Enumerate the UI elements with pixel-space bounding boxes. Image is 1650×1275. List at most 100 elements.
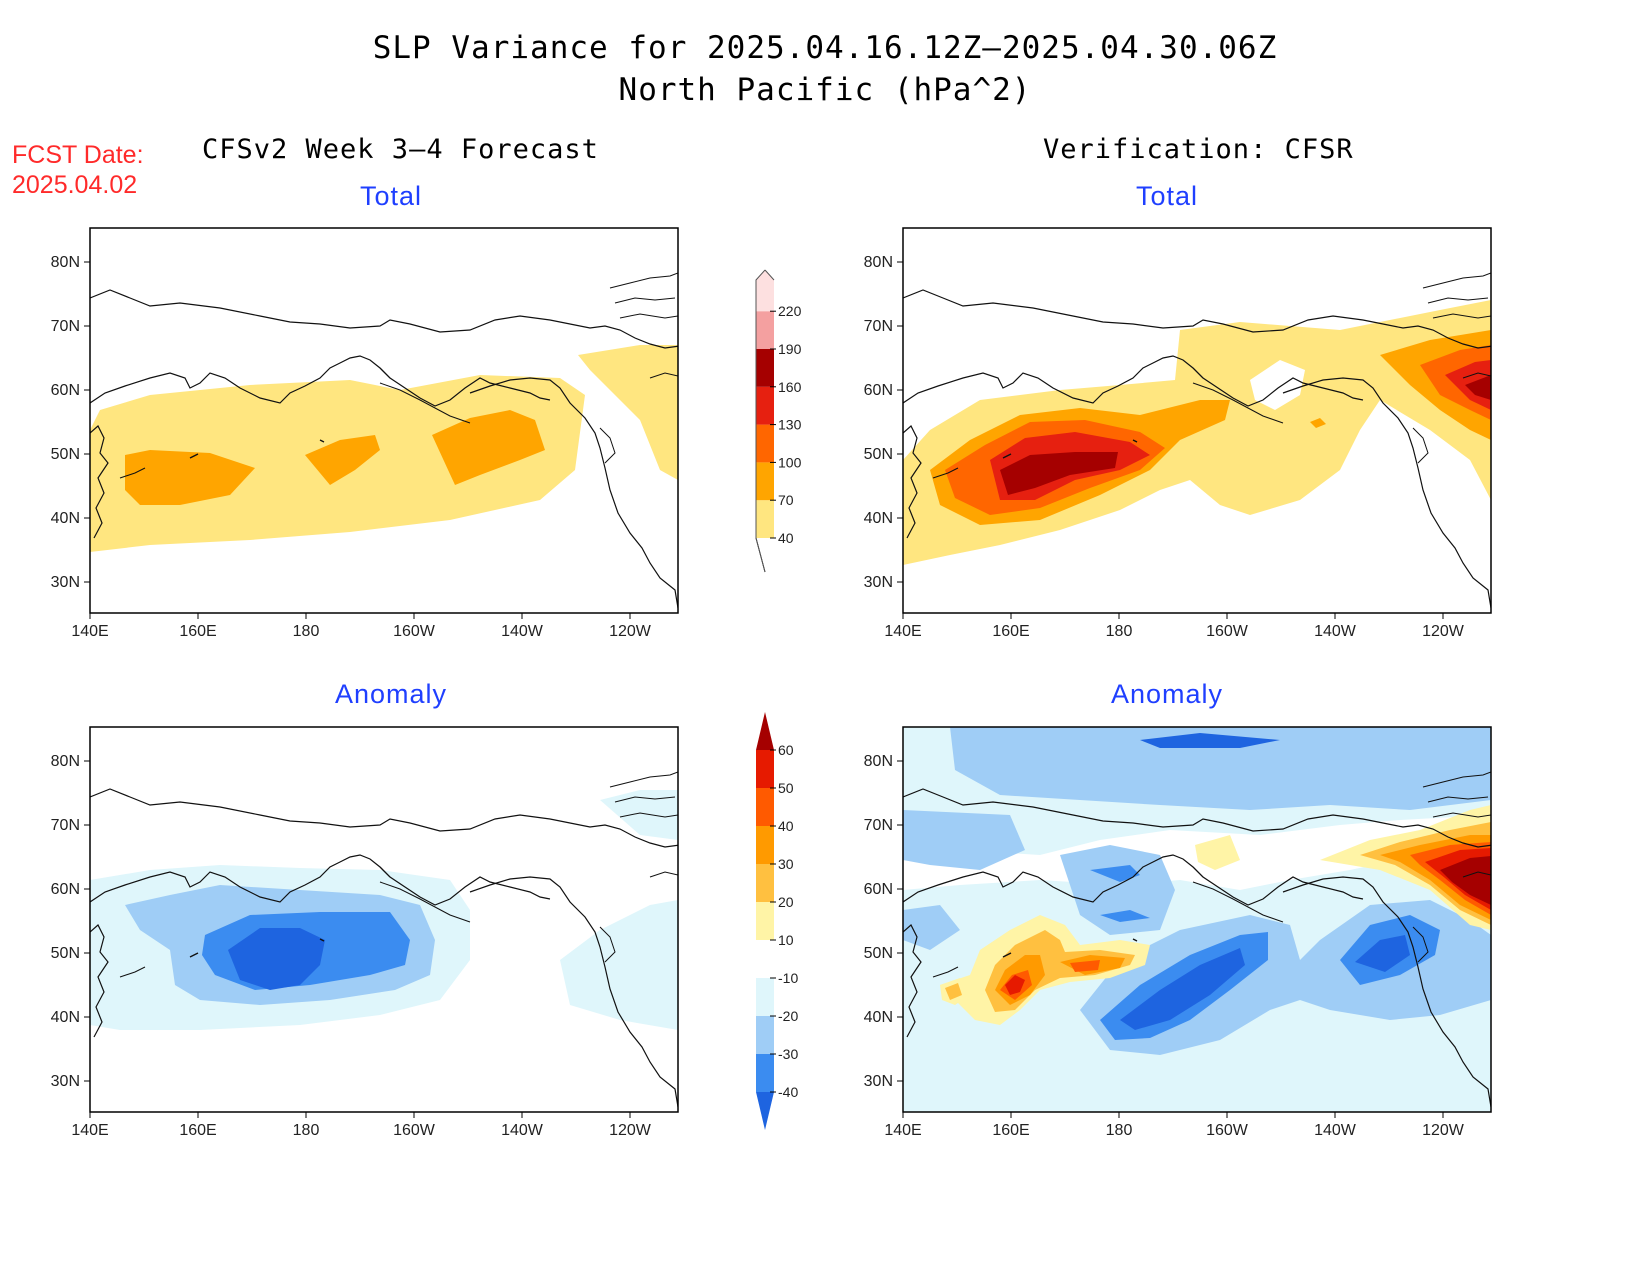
colorbar-anomaly-top-tip <box>756 712 774 750</box>
title-line-2: North Pacific (hPa^2) <box>618 72 1032 108</box>
contour-minus30-mid <box>1090 865 1140 882</box>
contour-minus30-mid2 <box>1100 910 1150 922</box>
colorbar-anomaly: -40 -30 -20 -10 10 20 30 40 50 60 <box>756 712 798 1130</box>
lon-tick-label: 140E <box>884 1122 921 1139</box>
contour-minus20-west <box>903 810 1025 870</box>
contour-160 <box>1000 452 1118 495</box>
axes-layer: 80N 70N 60N 50N 40N 30N 140E 160E 180 160W 140W 120… <box>51 254 1465 1139</box>
colorbar-total-swatch <box>756 424 774 463</box>
contour-70-c <box>432 410 545 485</box>
contour-20-sw <box>945 983 962 1000</box>
lon-tick-label: 160E <box>179 623 216 640</box>
fcst-date-block: FCST Date: 2025.04.02 <box>12 140 144 200</box>
lon-tick-label: 160E <box>179 1122 216 1139</box>
lon-tick-label: 160W <box>393 623 436 640</box>
lon-tick-label: 140W <box>501 1122 544 1139</box>
lat-tick-label: 40N <box>864 510 893 527</box>
lat-tick-label: 30N <box>864 1073 893 1090</box>
lat-tick-label: 60N <box>864 382 893 399</box>
colorbar-anomaly-label: 60 <box>778 742 794 758</box>
lat-tick-label: 80N <box>864 753 893 770</box>
lon-tick-label: 120W <box>609 623 652 640</box>
fcst-date-value: 2025.04.02 <box>12 171 138 199</box>
colorbar-total-swatch <box>756 280 774 312</box>
contour-70-b <box>305 435 380 485</box>
colorbar-total-label: 130 <box>778 417 802 433</box>
right-column-heading: Verification: CFSR <box>1043 134 1354 165</box>
contour-10-north <box>1195 835 1240 870</box>
colorbar-total-swatch <box>756 500 774 538</box>
lat-tick-label: 30N <box>51 1073 80 1090</box>
contour-minus10-north <box>600 790 678 840</box>
colorbar-total-outline <box>755 269 775 573</box>
lon-tick-label: 180 <box>1106 623 1133 640</box>
lat-tick-label: 50N <box>864 446 893 463</box>
colorbar-anomaly-label: 30 <box>778 856 794 872</box>
colorbar-total: 40 70 100 130 160 190 220 <box>755 269 802 573</box>
lat-tick-label: 50N <box>51 945 80 962</box>
lon-tick-label: 180 <box>293 1122 320 1139</box>
contour-minus10-east <box>560 900 678 1030</box>
lat-tick-label: 40N <box>51 1009 80 1026</box>
contour-minus20-mid <box>1060 845 1175 935</box>
contour-minus20-north <box>950 727 1491 810</box>
top-left-panel-title: Total <box>359 181 423 211</box>
map-panel-forecast-total <box>89 227 679 614</box>
colorbar-total-swatch <box>756 462 774 501</box>
colorbar-anomaly-swatch <box>756 978 774 1016</box>
lat-tick-label: 70N <box>864 817 893 834</box>
colorbar-anomaly-bottom-tip <box>756 1092 774 1130</box>
bottom-left-panel-title: Anomaly <box>334 679 448 709</box>
lon-tick-label: 160E <box>992 1122 1029 1139</box>
lon-tick-label: 140E <box>71 1122 108 1139</box>
contour-minus40 <box>228 928 325 990</box>
lat-tick-label: 30N <box>864 574 893 591</box>
map-panel-verification-anomaly <box>902 726 1492 1113</box>
lat-tick-label: 40N <box>51 510 80 527</box>
colorbar-total-label: 40 <box>778 530 794 546</box>
lon-tick-label: 140E <box>884 623 921 640</box>
lat-tick-label: 30N <box>51 574 80 591</box>
colorbar-anomaly-swatch <box>756 826 774 864</box>
contour-minus40-east <box>1355 935 1410 972</box>
lon-tick-label: 140E <box>71 623 108 640</box>
bottom-right-panel-title: Anomaly <box>1110 679 1224 709</box>
title-line-1: SLP Variance for 2025.04.16.12Z–2025.04.… <box>372 30 1278 66</box>
colorbar-total-top-tip <box>756 270 774 280</box>
lat-tick-label: 40N <box>864 1009 893 1026</box>
colorbar-total-label: 70 <box>778 492 794 508</box>
colorbar-anomaly-label: -10 <box>778 970 798 986</box>
lon-tick-label: 180 <box>1106 1122 1133 1139</box>
colorbar-anomaly-label: 20 <box>778 894 794 910</box>
lon-tick-label: 120W <box>609 1122 652 1139</box>
lon-tick-label: 160W <box>1206 1122 1249 1139</box>
hole <box>1250 360 1305 410</box>
colorbar-anomaly-swatch <box>756 902 774 940</box>
lon-tick-label: 140W <box>501 623 544 640</box>
lon-tick-label: 180 <box>293 623 320 640</box>
colorbar-anomaly-label: -20 <box>778 1008 798 1024</box>
contour-70-a <box>125 450 255 505</box>
lat-tick-label: 70N <box>864 318 893 335</box>
lon-tick-label: 160W <box>1206 623 1249 640</box>
lat-tick-label: 70N <box>51 817 80 834</box>
colorbar-anomaly-swatch <box>756 788 774 826</box>
contour-70-dot <box>1310 418 1326 428</box>
lon-tick-label: 160E <box>992 623 1029 640</box>
lat-tick-label: 50N <box>51 446 80 463</box>
colorbar-anomaly-label: -40 <box>778 1084 798 1100</box>
lon-tick-label: 140W <box>1314 1122 1357 1139</box>
contour-minus40-big <box>1120 948 1245 1030</box>
colorbar-anomaly-swatch <box>756 1016 774 1054</box>
lat-tick-label: 80N <box>864 254 893 271</box>
colorbar-anomaly-swatch <box>756 940 774 978</box>
contour-minus20-sw <box>903 905 960 950</box>
colorbar-total-label: 100 <box>778 454 802 470</box>
colorbar-total-label: 160 <box>778 379 802 395</box>
colorbar-total-swatch <box>756 349 774 387</box>
colorbar-total-label: 220 <box>778 303 802 319</box>
contour-40-west2 <box>1070 960 1100 972</box>
contour-60-ne <box>1440 856 1491 905</box>
colorbar-anomaly-label: 10 <box>778 932 794 948</box>
